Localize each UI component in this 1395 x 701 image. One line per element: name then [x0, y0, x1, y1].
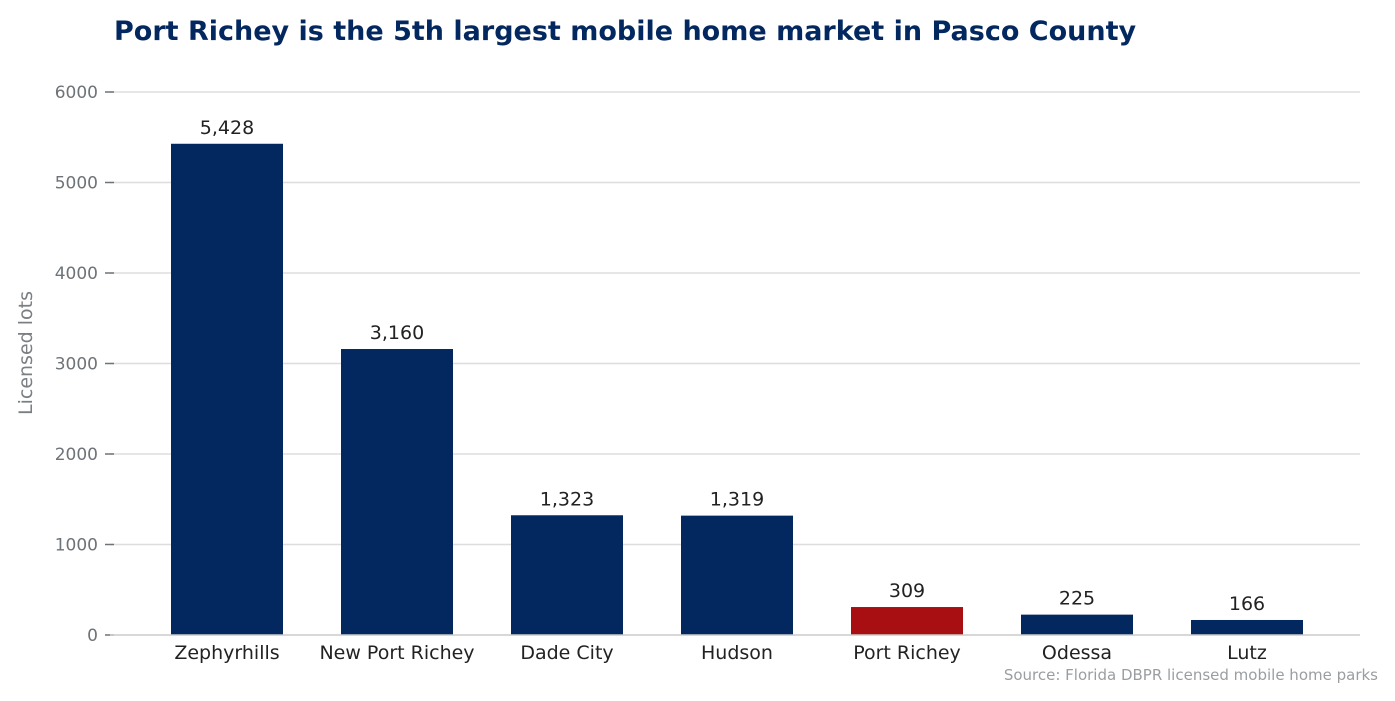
- data-label: 3,160: [370, 322, 424, 344]
- x-tick-label: Port Richey: [853, 642, 961, 664]
- source-note: Source: Florida DBPR licensed mobile hom…: [1004, 666, 1378, 684]
- chart-title: Port Richey is the 5th largest mobile ho…: [114, 16, 1136, 47]
- x-tick-label: Hudson: [701, 642, 773, 664]
- bar: [1021, 614, 1133, 635]
- y-axis-label: Licensed lots: [15, 291, 37, 415]
- bar: [171, 143, 283, 636]
- y-axis: 0 1000 2000 3000 4000 5000 6000: [55, 83, 114, 646]
- x-tick-label: Odessa: [1042, 642, 1112, 664]
- x-tick-label: Dade City: [520, 642, 613, 664]
- x-tick-label: Lutz: [1227, 642, 1267, 664]
- data-label: 1,319: [710, 489, 764, 511]
- data-label: 5,428: [200, 117, 254, 139]
- y-tick-label: 0: [87, 626, 98, 646]
- bar: [511, 515, 623, 635]
- data-label: 1,323: [540, 488, 594, 510]
- data-label: 225: [1059, 588, 1095, 610]
- bar: [341, 349, 453, 635]
- data-label: 166: [1229, 593, 1265, 615]
- gridlines: [110, 91, 1360, 546]
- y-tick-label: 4000: [55, 264, 98, 284]
- y-tick-label: 6000: [55, 83, 98, 103]
- bar: [681, 515, 793, 635]
- bar: [851, 607, 963, 635]
- y-tick-label: 3000: [55, 355, 98, 375]
- data-labels: 5,428 3,160 1,323 1,319 309 225 166: [200, 117, 1265, 615]
- y-tick-label: 5000: [55, 174, 98, 194]
- bar: [1191, 619, 1303, 635]
- x-tick-label: New Port Richey: [319, 642, 474, 664]
- data-label: 309: [889, 580, 925, 602]
- y-tick-label: 1000: [55, 536, 98, 556]
- y-tick-label: 2000: [55, 445, 98, 465]
- bars: [171, 143, 1303, 636]
- x-axis: Zephyrhills New Port Richey Dade City Hudso…: [174, 642, 1267, 664]
- x-tick-label: Zephyrhills: [174, 642, 279, 664]
